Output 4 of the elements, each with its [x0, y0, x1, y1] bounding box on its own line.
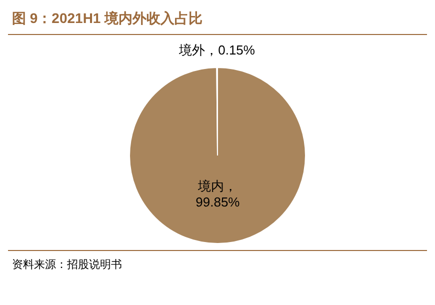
chart-title: 图 9：2021H1 境内外收入占比 [8, 8, 427, 35]
text: 资料来源：招股说明书 [12, 258, 123, 272]
slice-label: 境外，0.15% [178, 42, 256, 58]
slice-label: 境内， 99.85% [196, 178, 240, 210]
